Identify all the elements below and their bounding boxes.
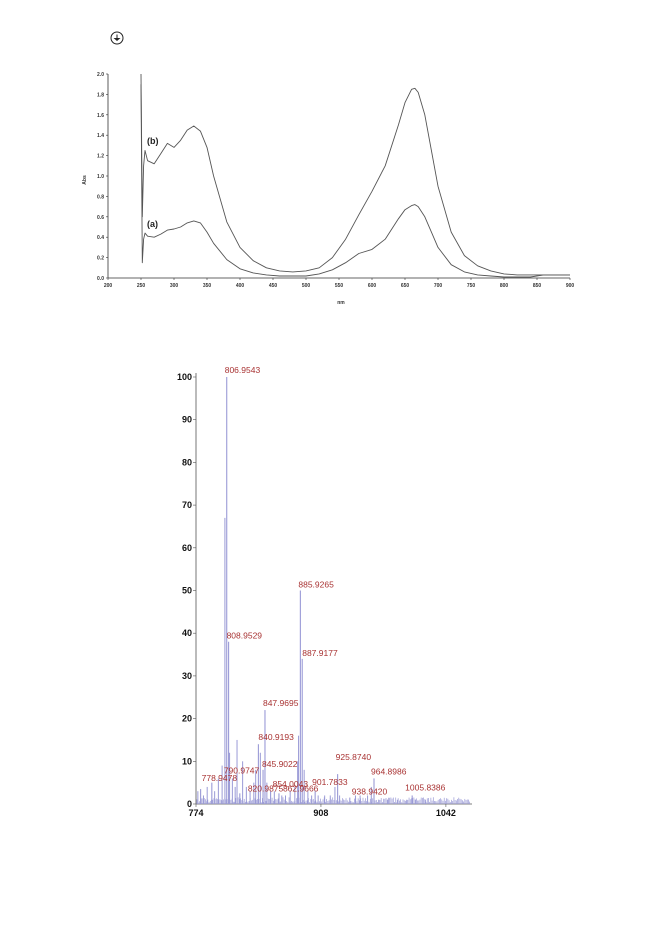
ms-peak-label: 938.9420 [352,787,388,797]
ms-x-tick-label: 774 [188,808,203,818]
ms-peak-label: 854.0043 [273,779,309,789]
uv-y-tick-label: 2.0 [97,72,104,78]
circle-logo-icon [110,31,124,45]
ms-y-tick-label: 0 [187,799,192,809]
uv-x-tick-label: 350 [203,283,212,289]
uv-ticks: 200 250 300 350 400 450 500 550 600 650 700 750 800 8… [97,72,574,289]
uv-y-tick-label: 1.2 [97,154,104,160]
ms-peak-label: 847.9695 [263,698,299,708]
ms-y-tick-label: 90 [182,415,192,425]
uv-x-tick-label: 900 [566,283,575,289]
uv-x-tick-label: 250 [137,283,146,289]
uv-x-tick-label: 650 [401,283,410,289]
ms-y-tick-label: 80 [182,457,192,467]
uv-y-tick-label: 0.4 [97,235,104,241]
ms-x-tick-label: 1042 [436,808,456,818]
uv-x-axis-label: nm [337,300,345,306]
uv-y-tick-label: 1.6 [97,113,104,119]
uv-series-line-0 [140,73,570,276]
ms-y-tick-label: 20 [182,714,192,724]
uv-series-label-b: (b) [147,136,159,146]
ms-x-tick-label: 908 [313,808,328,818]
uv-x-tick-label: 700 [434,283,443,289]
ms-peak-label: 901.7833 [312,777,348,787]
uv-x-tick-label: 400 [236,283,245,289]
uv-y-tick-label: 0.8 [97,194,104,200]
uv-x-tick-label: 200 [104,283,113,289]
ms-peak-label: 808.9529 [227,631,263,641]
uv-x-tick-label: 550 [335,283,344,289]
ms-peak-label: 806.9543 [225,365,261,375]
ms-y-tick-label: 40 [182,628,192,638]
ms-y-tick-label: 30 [182,671,192,681]
uv-vis-chart: 200 250 300 350 400 450 500 550 600 650 700 750 800 8… [82,72,574,306]
ms-peak-label: 778.9478 [202,773,238,783]
uv-y-tick-label: 0.2 [97,256,104,262]
ms-peak-label: 862.9666 [283,783,319,793]
ms-y-tick-label: 10 [182,756,192,766]
uv-y-tick-label: 1.0 [97,174,104,180]
ms-peak-label: 820.9875 [248,783,284,793]
ms-peak-label: 885.9265 [298,580,334,590]
uv-x-tick-label: 800 [500,283,509,289]
ms-peak-label: 925.8740 [336,752,372,762]
uv-x-tick-label: 450 [269,283,278,289]
ms-peak-label: 845.9022 [262,759,298,769]
uv-y-tick-label: 0.6 [97,215,104,221]
uv-y-tick-label: 1.4 [97,133,104,139]
ms-axes [195,373,472,805]
uv-series [140,73,570,278]
ms-minor-peaks [196,517,471,804]
ms-ticks: 0 10 20 30 40 50 60 70 80 90 100 774 908 1042 [177,372,456,818]
uv-x-tick-label: 300 [170,283,179,289]
uv-series-label-a: (a) [147,219,158,229]
uv-x-tick-label: 500 [302,283,311,289]
uv-x-tick-label: 750 [467,283,476,289]
ms-peaks [200,377,413,804]
ms-peak-label: 840.9193 [258,732,294,742]
uv-series-line-1 [140,84,570,278]
ms-y-tick-label: 50 [182,586,192,596]
ms-peak-label: 964.8986 [371,766,407,776]
uv-x-tick-label: 600 [368,283,377,289]
uv-y-tick-label: 0.0 [97,276,104,282]
ms-peak-label: 1005.8386 [405,782,445,792]
ms-peak-label: 790.9747 [224,766,260,776]
ms-y-tick-label: 60 [182,543,192,553]
ms-y-tick-label: 100 [177,372,192,382]
uv-y-axis-label: Abs [82,175,88,185]
uv-y-tick-label: 1.8 [97,92,104,98]
ms-peak-label: 887.9177 [302,648,338,658]
uv-x-tick-label: 850 [533,283,542,289]
ms-y-tick-label: 70 [182,500,192,510]
